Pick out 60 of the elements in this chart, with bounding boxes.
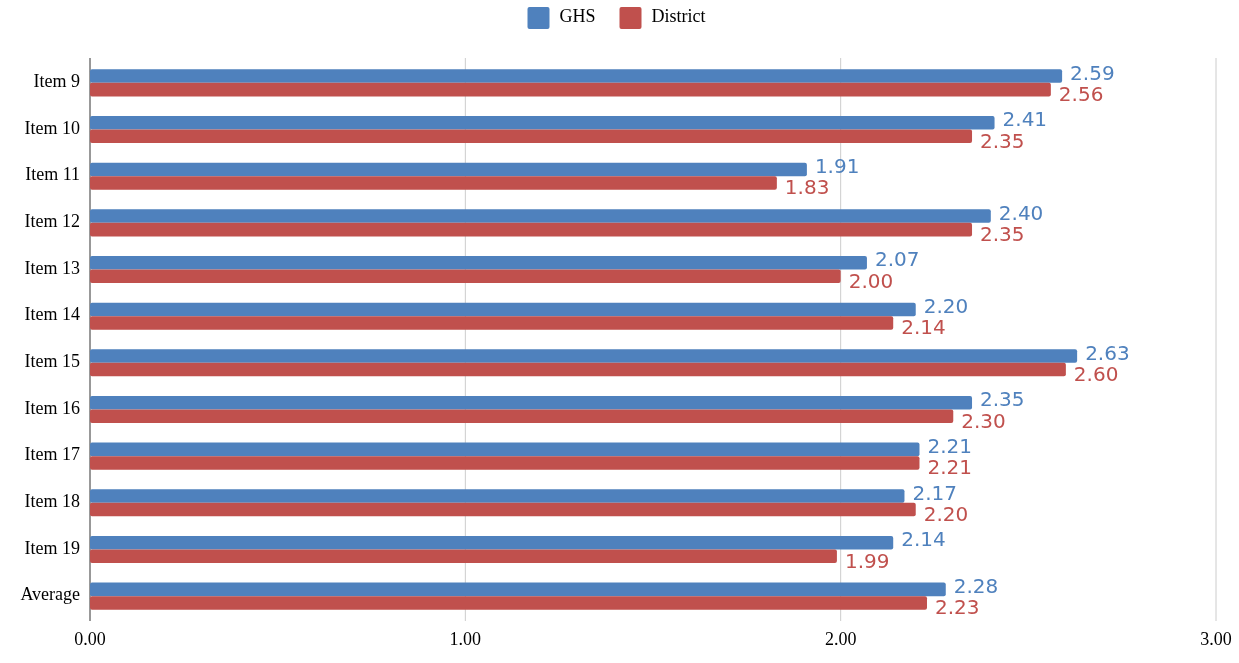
data-label: 2.56 (1058, 82, 1104, 107)
x-tick-label: 2.00 (824, 629, 857, 649)
y-tick-label: Item 19 (24, 537, 80, 558)
x-tick-label: 0.00 (74, 629, 106, 649)
data-label: 2.21 (927, 455, 973, 480)
bar (90, 442, 920, 457)
data-label: 2.23 (934, 595, 980, 620)
y-tick-label: Item 15 (24, 350, 80, 371)
y-tick-label: Item 16 (24, 397, 80, 418)
bar (90, 582, 946, 597)
bar (90, 255, 867, 270)
legend-label: District (651, 6, 706, 27)
bar (90, 349, 1078, 363)
data-label: 2.28 (953, 573, 999, 598)
bar (90, 596, 927, 610)
bar (90, 362, 1066, 377)
data-label: 2.14 (901, 315, 946, 340)
y-tick-label: Item 11 (25, 164, 80, 185)
y-tick-label: Average (20, 584, 81, 605)
bar (90, 395, 973, 410)
data-label: 1.91 (814, 153, 860, 178)
y-tick-label: Item 13 (24, 257, 80, 278)
x-tick-label: 1.00 (449, 629, 482, 649)
bar (90, 409, 954, 424)
bar (90, 302, 916, 317)
data-label: 2.59 (1070, 60, 1115, 85)
data-label: 2.21 (927, 433, 973, 458)
y-tick-label: Item 18 (24, 490, 80, 511)
x-tick-label: 3.00 (1200, 629, 1232, 649)
bar (90, 209, 991, 223)
data-label: 1.99 (844, 548, 890, 573)
data-label: 2.40 (998, 200, 1044, 225)
y-tick-label: Item 17 (24, 444, 80, 465)
data-label: 2.20 (923, 502, 969, 527)
y-tick-label: Item 9 (33, 70, 80, 91)
bar (90, 269, 841, 284)
data-label: 2.60 (1073, 362, 1119, 387)
bar (90, 489, 905, 503)
data-label: 1.83 (784, 175, 830, 200)
bar (90, 535, 894, 550)
bar (90, 69, 1063, 83)
bar (90, 115, 995, 130)
data-label: 2.63 (1085, 340, 1130, 365)
data-label: 2.17 (912, 480, 957, 505)
bar (90, 222, 973, 237)
bar (90, 316, 894, 330)
bar (90, 129, 973, 144)
bar (90, 82, 1051, 97)
bar (90, 162, 807, 177)
bar (90, 502, 916, 517)
bar (90, 456, 920, 470)
bar (90, 549, 837, 564)
data-label: 2.20 (923, 293, 969, 318)
y-tick-label: Item 12 (24, 210, 80, 231)
legend-label: GHS (559, 6, 596, 27)
y-tick-label: Item 10 (24, 117, 80, 138)
data-label: 2.14 (901, 527, 946, 552)
bar (90, 176, 777, 190)
y-tick-label: Item 14 (24, 304, 80, 325)
data-label: 2.35 (980, 222, 1025, 247)
